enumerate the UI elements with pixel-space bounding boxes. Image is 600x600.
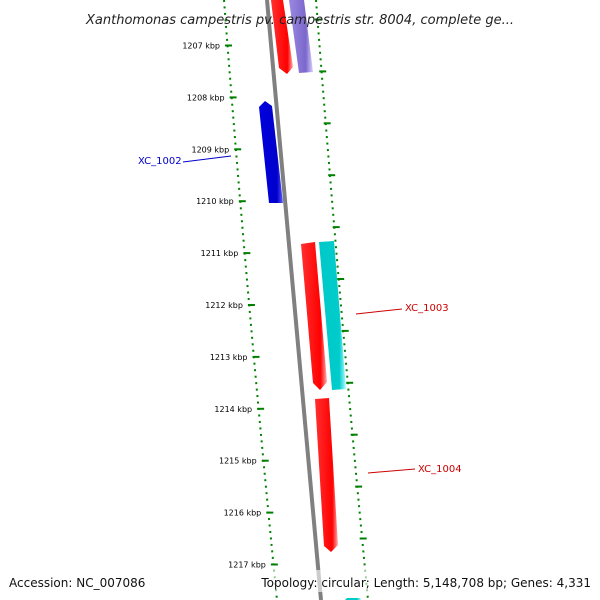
outer-dotted-ring (315, 0, 369, 600)
tick-marks: 1207 kbp 1208 kbp 1209 kbp 1210 kbp 1211 kbp… (182, 18, 367, 570)
tick-label: 1215 kbp (219, 457, 257, 466)
tick-label: 1207 kbp (182, 42, 220, 51)
tick-label: 1209 kbp (191, 145, 229, 154)
gene-label-xc-1004[interactable]: XC_1004 (418, 464, 462, 475)
xc-1004-leader-line (367, 468, 416, 474)
footer-backdrop (0, 570, 600, 592)
xc-1003-leader-line (355, 308, 403, 315)
tick-label: 1211 kbp (201, 249, 239, 258)
gene-xc-1004-arrow[interactable] (315, 398, 338, 552)
map-title: Xanthomonas campestris pv. campestris st… (85, 13, 514, 28)
tick-label: 1216 kbp (224, 509, 262, 518)
tick-label: 1213 kbp (210, 353, 248, 362)
tick-label: 1208 kbp (187, 93, 225, 102)
tick-label: 1214 kbp (214, 405, 252, 414)
tick-label: 1212 kbp (205, 301, 243, 310)
accession-text: Accession: NC_007086 (9, 576, 145, 590)
tick-label: 1217 kbp (228, 561, 266, 570)
feature-track (259, 0, 361, 600)
purple-feature-top[interactable] (289, 0, 313, 73)
gene-xc-1002-arrow[interactable] (259, 101, 283, 203)
gene-label-xc-1003[interactable]: XC_1003 (405, 303, 449, 314)
gene-xc-1003-arrow[interactable] (301, 242, 327, 390)
red-feature-top[interactable] (271, 0, 293, 74)
sequence-backbone (265, 0, 323, 600)
genome-summary-text: Topology: circular; Length: 5,148,708 bp… (260, 576, 591, 590)
xc-1002-leader-line (182, 155, 232, 163)
tick-label: 1210 kbp (196, 197, 234, 206)
cyan-feature-mid[interactable] (319, 241, 346, 390)
gene-label-xc-1002[interactable]: XC_1002 (138, 156, 182, 167)
